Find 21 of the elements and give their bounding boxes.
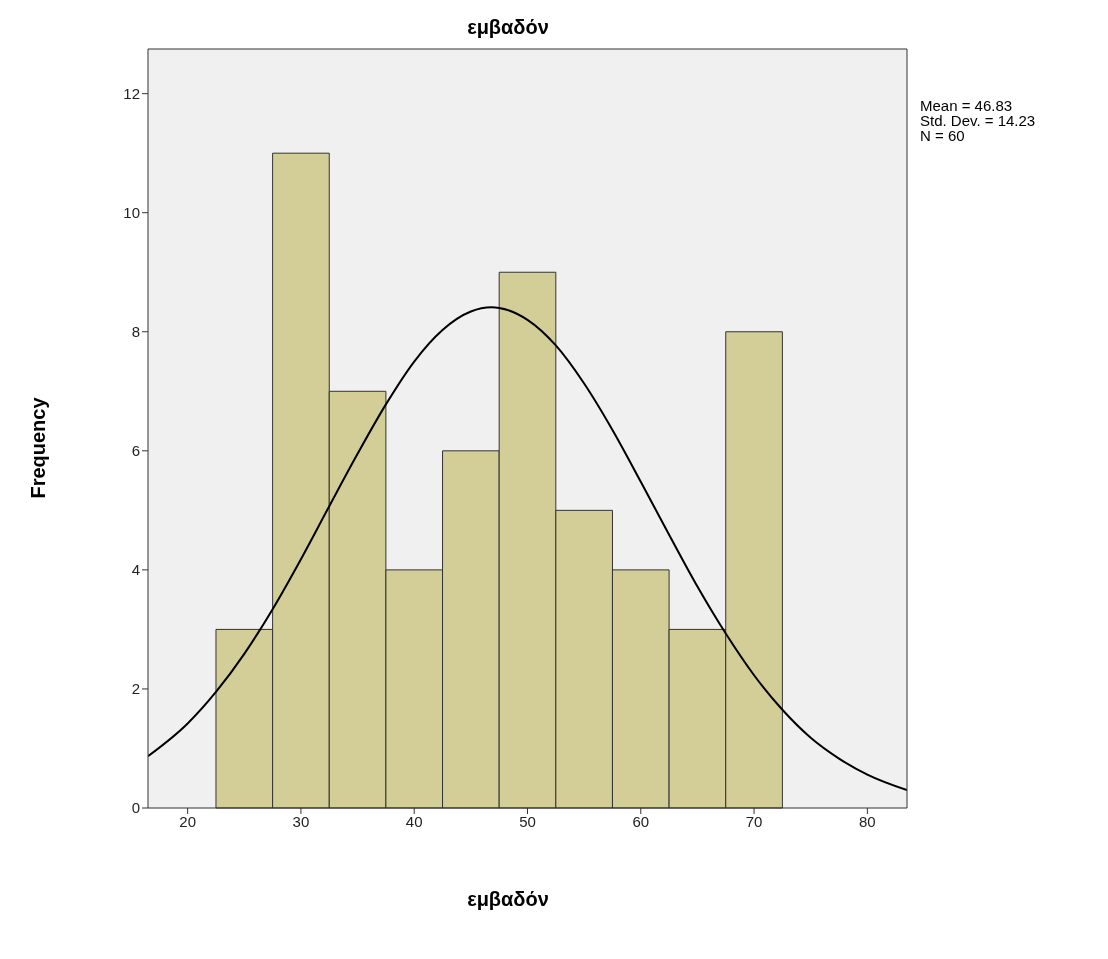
y-tick-label: 8 [131,323,140,341]
x-tick-label: 50 [519,812,536,830]
text: Std. Dev. = 14.23 [920,112,1036,129]
x-tick-label: 20 [179,812,196,830]
y-tick-label: 0 [131,799,140,817]
y-tick-label: 6 [131,442,140,460]
x-tick-label: 40 [405,812,423,830]
x-tick-label: 60 [632,812,650,830]
x-tick-label: 80 [859,812,876,830]
text: N = 60 [920,127,966,144]
y-tick-label: 10 [123,204,140,222]
x-axis-title: εμβαδόν [466,888,550,911]
y-tick-label: 12 [123,84,140,102]
y-tick-label: 4 [131,561,140,579]
x-tick-label: 30 [292,812,310,830]
y-axis-title: Frequency [26,397,50,499]
y-tick-label: 2 [131,680,140,698]
line-series [148,306,907,792]
x-tick-label: 70 [745,812,763,830]
chart-title: εμβαδόν [466,16,550,39]
text: Mean = 46.83 [920,97,1014,114]
